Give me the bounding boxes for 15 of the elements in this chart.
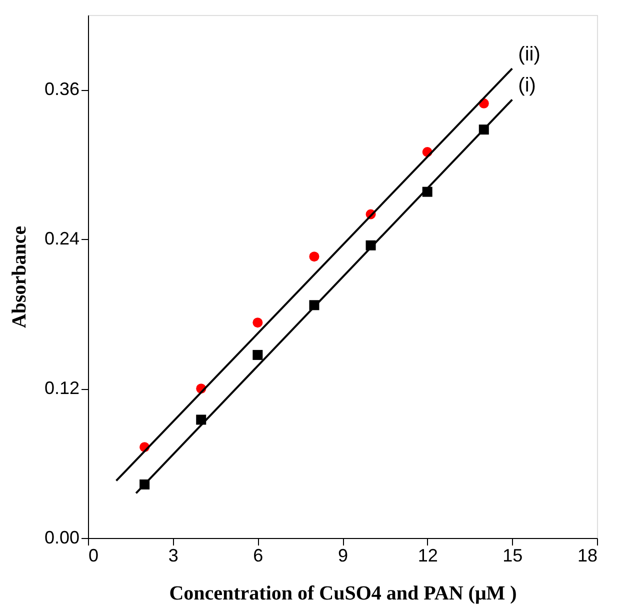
x-tick-label: 6 <box>253 546 264 566</box>
x-tick-label: 0 <box>88 546 99 566</box>
x-tick-label: 18 <box>577 546 598 566</box>
x-tick-label: 15 <box>502 546 523 566</box>
x-tick-label: 3 <box>168 546 178 566</box>
x-tick-label: 12 <box>418 546 438 566</box>
y-axis-title: Absorbance <box>8 226 30 328</box>
series-label: (i) <box>518 74 536 97</box>
y-tick-label: 0.00 <box>44 528 80 548</box>
series-label: (ii) <box>518 44 540 66</box>
x-tick-label: 9 <box>338 546 348 566</box>
y-tick-label: 0.24 <box>44 228 80 249</box>
y-tick-label: 0.12 <box>44 378 80 398</box>
y-tick-label: 0.36 <box>44 79 80 100</box>
x-axis-title: Concentration of CuSO4 and PAN (μM ) <box>169 582 517 604</box>
